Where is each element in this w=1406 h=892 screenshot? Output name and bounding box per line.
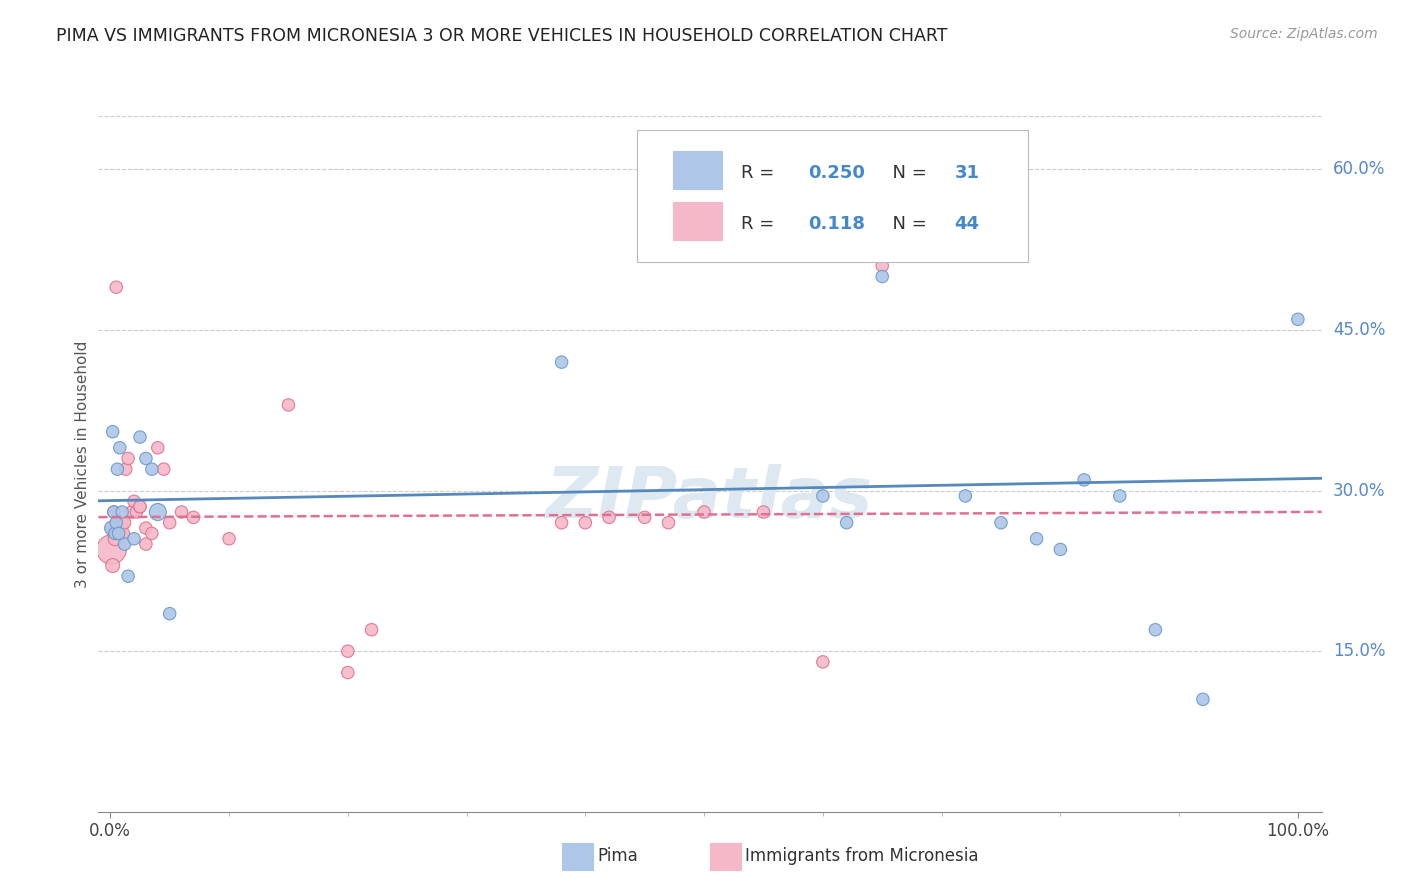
FancyBboxPatch shape xyxy=(637,130,1028,262)
Point xyxy=(129,430,152,444)
Point xyxy=(122,532,145,546)
Point xyxy=(105,521,128,535)
Point xyxy=(122,494,145,508)
Point xyxy=(103,526,125,541)
Text: PIMA VS IMMIGRANTS FROM MICRONESIA 3 OR MORE VEHICLES IN HOUSEHOLD CORRELATION C: PIMA VS IMMIGRANTS FROM MICRONESIA 3 OR … xyxy=(56,27,948,45)
Point xyxy=(104,532,127,546)
Point xyxy=(1108,489,1130,503)
Point xyxy=(103,505,125,519)
Y-axis label: 3 or more Vehicles in Household: 3 or more Vehicles in Household xyxy=(75,340,90,588)
Point xyxy=(117,569,139,583)
Point xyxy=(170,505,193,519)
Text: R =: R = xyxy=(741,164,779,182)
Text: 44: 44 xyxy=(955,215,980,233)
Point xyxy=(1025,532,1047,546)
Text: 30.0%: 30.0% xyxy=(1333,482,1385,500)
Point xyxy=(990,516,1012,530)
Point xyxy=(931,248,953,262)
Point xyxy=(336,665,359,680)
Bar xyxy=(673,151,723,189)
Point xyxy=(129,500,152,514)
Text: 31: 31 xyxy=(955,164,980,182)
Point xyxy=(141,462,163,476)
Point xyxy=(218,532,240,546)
Point xyxy=(135,537,157,551)
Point xyxy=(100,542,122,557)
Point xyxy=(693,505,716,519)
Point xyxy=(657,516,679,530)
Point xyxy=(1286,312,1309,326)
Point xyxy=(159,607,181,621)
Point xyxy=(107,516,129,530)
Point xyxy=(100,521,122,535)
Text: N =: N = xyxy=(882,164,932,182)
Point xyxy=(141,526,163,541)
Text: N =: N = xyxy=(882,215,932,233)
Point xyxy=(135,451,157,466)
Text: Immigrants from Micronesia: Immigrants from Micronesia xyxy=(745,847,979,865)
Point xyxy=(574,516,596,530)
Point xyxy=(117,451,139,466)
Point xyxy=(101,521,124,535)
Point xyxy=(634,510,657,524)
Point xyxy=(146,441,169,455)
Text: ZIPatlas: ZIPatlas xyxy=(547,464,873,533)
Point xyxy=(146,505,169,519)
Point xyxy=(811,655,834,669)
Point xyxy=(835,516,858,530)
Point xyxy=(108,516,131,530)
Point xyxy=(125,505,148,519)
Point xyxy=(129,500,152,514)
Point xyxy=(152,462,174,476)
Point xyxy=(336,644,359,658)
Point xyxy=(114,537,136,551)
Point xyxy=(105,280,128,294)
Point xyxy=(360,623,382,637)
Point xyxy=(101,558,124,573)
Point xyxy=(550,355,572,369)
Text: Pima: Pima xyxy=(598,847,638,865)
Point xyxy=(277,398,299,412)
Text: 0.250: 0.250 xyxy=(808,164,865,182)
Bar xyxy=(673,202,723,240)
Text: 0.118: 0.118 xyxy=(808,215,865,233)
Point xyxy=(101,425,124,439)
Point xyxy=(550,516,572,530)
Point xyxy=(870,269,893,284)
Point xyxy=(121,505,143,519)
Point xyxy=(1192,692,1215,706)
Point xyxy=(111,505,134,519)
Text: 60.0%: 60.0% xyxy=(1333,161,1385,178)
Point xyxy=(114,516,136,530)
Point xyxy=(752,505,775,519)
Point xyxy=(105,516,128,530)
Point xyxy=(955,489,977,503)
Text: Source: ZipAtlas.com: Source: ZipAtlas.com xyxy=(1230,27,1378,41)
Text: 15.0%: 15.0% xyxy=(1333,642,1385,660)
Point xyxy=(135,521,157,535)
Point xyxy=(107,462,129,476)
Point xyxy=(103,505,125,519)
Point xyxy=(183,510,205,524)
Point xyxy=(112,526,135,541)
Text: 45.0%: 45.0% xyxy=(1333,321,1385,339)
Point xyxy=(107,526,129,541)
Point xyxy=(114,462,136,476)
Point xyxy=(111,516,134,530)
Point xyxy=(104,526,127,541)
Point xyxy=(110,526,132,541)
Point xyxy=(107,521,129,535)
Text: R =: R = xyxy=(741,215,779,233)
Point xyxy=(1144,623,1167,637)
Point xyxy=(598,510,620,524)
Point xyxy=(108,441,131,455)
Point xyxy=(870,259,893,273)
Point xyxy=(1049,542,1071,557)
Point xyxy=(811,489,834,503)
Point xyxy=(1073,473,1095,487)
Point xyxy=(159,516,181,530)
